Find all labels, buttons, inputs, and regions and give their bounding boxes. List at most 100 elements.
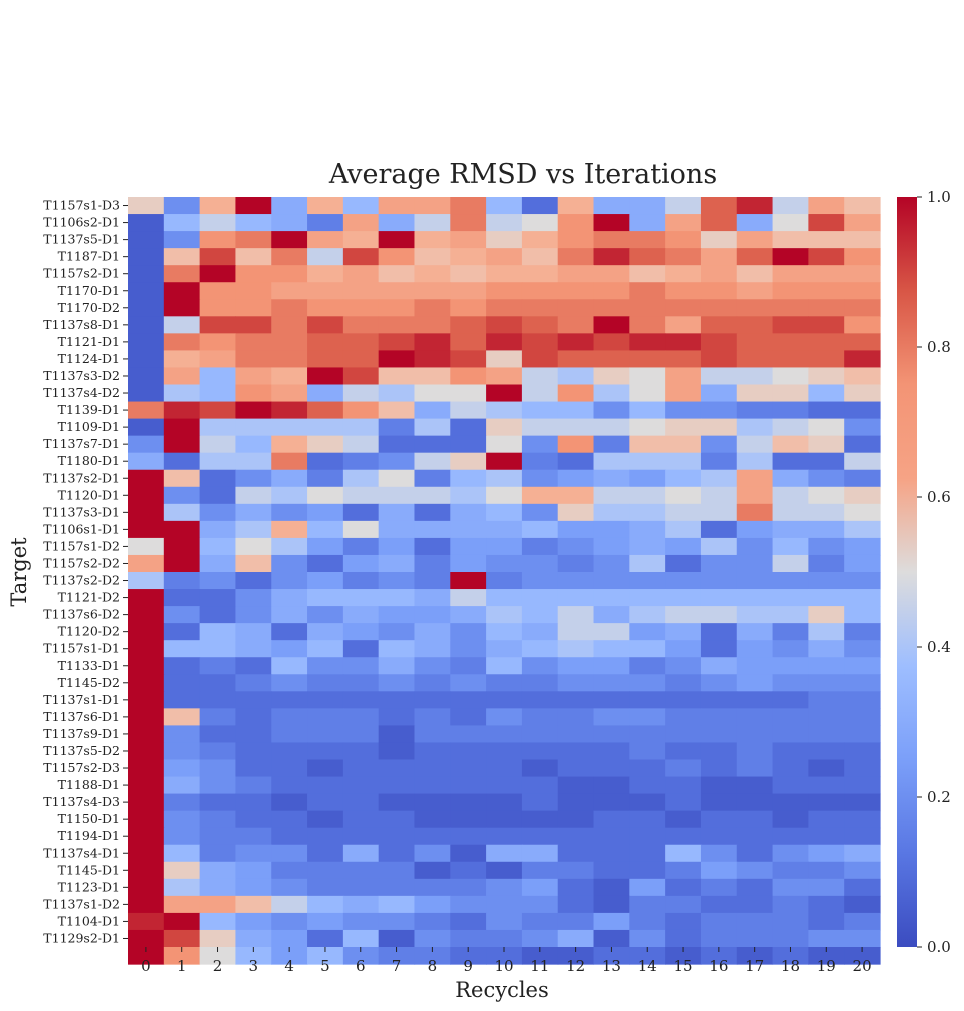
heatmap-cell [844,214,881,232]
heatmap-cell [450,844,487,863]
heatmap-cell [235,503,272,522]
heatmap-cell [557,537,595,556]
heatmap-cell [808,231,845,249]
heatmap-cell [844,401,881,420]
heatmap-cell [700,503,738,522]
heatmap-cell [521,844,559,863]
heatmap-cell [557,742,595,761]
heatmap-cell [700,367,738,386]
heatmap-cell [486,520,523,539]
heatmap-cell [271,197,308,215]
heatmap-cell [772,197,809,215]
heatmap-cell [521,282,559,300]
heatmap-cell [378,691,416,709]
heatmap-cell [414,861,451,880]
heatmap-cell [199,776,237,795]
heatmap-cell [271,350,308,369]
heatmap-cell [736,657,774,675]
heatmap-cell [307,742,344,761]
heatmap-cell [307,469,344,488]
x-tick-label: 13 [602,957,621,975]
heatmap-cell [736,623,774,641]
heatmap-cell [163,725,201,744]
heatmap-cell [378,350,416,369]
heatmap-cell [700,299,738,317]
heatmap-cell [342,418,380,437]
heatmap-cell [700,418,738,437]
heatmap-cell [163,708,201,727]
heatmap-cell [521,401,559,420]
heatmap-cell [736,912,774,931]
heatmap-cell [844,520,881,539]
heatmap-cell [199,214,237,232]
heatmap-cell [235,929,272,948]
y-tick-label: T1137s7-D1 [43,436,120,451]
heatmap-cell [450,606,487,624]
heatmap-cell [450,691,487,709]
heatmap-cells [128,197,881,965]
heatmap-cell [199,606,237,624]
heatmap-cell [271,248,308,266]
heatmap-cell [629,486,666,505]
y-tick-label: T1120-D1 [58,487,120,502]
heatmap-cell [521,520,559,539]
heatmap-cell [629,299,666,317]
heatmap-cell [378,418,416,437]
heatmap-cell [557,231,595,249]
heatmap-cell [736,231,774,249]
heatmap-cell [163,793,201,812]
y-tick-label: T1157s2-D1 [43,266,120,281]
heatmap-cell [235,674,272,692]
heatmap-cell [199,725,237,744]
heatmap-cell [772,895,809,914]
heatmap-cell [271,844,308,863]
heatmap-cell [378,589,416,607]
heatmap-cell [844,708,881,727]
heatmap-cell [593,572,630,590]
heatmap-cell [128,333,165,352]
heatmap-cell [199,282,237,300]
heatmap-cell [414,657,451,675]
heatmap-cell [378,265,416,283]
heatmap-cell [557,435,595,454]
heatmap-cell [593,486,630,505]
heatmap-cell [271,759,308,778]
heatmap-cell [736,793,774,812]
heatmap-cell [629,912,666,931]
heatmap-cell [844,776,881,795]
heatmap-cell [450,674,487,692]
heatmap-cell [700,844,738,863]
heatmap-cell [844,861,881,880]
heatmap-cell [342,708,380,727]
heatmap-cell [700,435,738,454]
heatmap-cell [629,265,666,283]
heatmap-cell [772,231,809,249]
heatmap-cell [736,503,774,522]
heatmap-cell [378,248,416,266]
heatmap-cell [307,401,344,420]
heatmap-cell [665,623,702,641]
heatmap-cell [629,231,666,249]
heatmap-cell [557,844,595,863]
y-tick-label: T1150-D1 [58,811,120,826]
y-tick-label: T1124-D1 [58,351,120,366]
heatmap-cell [700,350,738,369]
heatmap-cell [342,674,380,692]
heatmap-cell [235,231,272,249]
x-tick-label: 16 [709,957,728,975]
heatmap-cell [414,316,451,334]
heatmap-cell [593,265,630,283]
x-tick-label: 15 [674,957,693,975]
heatmap-cell [629,674,666,692]
heatmap-cell [772,640,809,658]
heatmap-cell [450,742,487,761]
heatmap-cell [271,486,308,505]
heatmap-cell [128,418,165,437]
heatmap-cell [772,248,809,266]
y-tick-label: T1188-D1 [58,777,120,792]
heatmap-cell [450,435,487,454]
heatmap-cell [593,776,630,795]
heatmap-cell [521,947,559,965]
heatmap-cell [414,214,451,232]
